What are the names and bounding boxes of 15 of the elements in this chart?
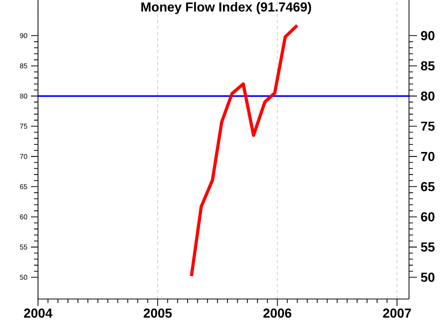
y2-tick-label: 55 <box>420 242 435 252</box>
y2-tick-label: 80 <box>420 91 434 101</box>
x-tick-label: 2004 <box>24 308 52 318</box>
y2-tick-label: 50 <box>420 272 434 282</box>
y2-tick-label: 85 <box>420 61 435 70</box>
x-tick-label: 2007 <box>383 308 411 318</box>
y2-tick-label: 70 <box>421 152 434 162</box>
y2-tick-label: 60 <box>421 212 434 222</box>
line-series <box>190 24 299 278</box>
y2-tick-label: 75 <box>421 122 435 131</box>
x-tick-label: 2005 <box>144 308 172 318</box>
y2-tick-label: 65 <box>421 182 435 192</box>
y2-tick-label: 90 <box>420 31 434 40</box>
x-tick-label: 2006 <box>263 308 292 318</box>
chart-title: Money Flow Index (91.7469) <box>141 2 312 14</box>
